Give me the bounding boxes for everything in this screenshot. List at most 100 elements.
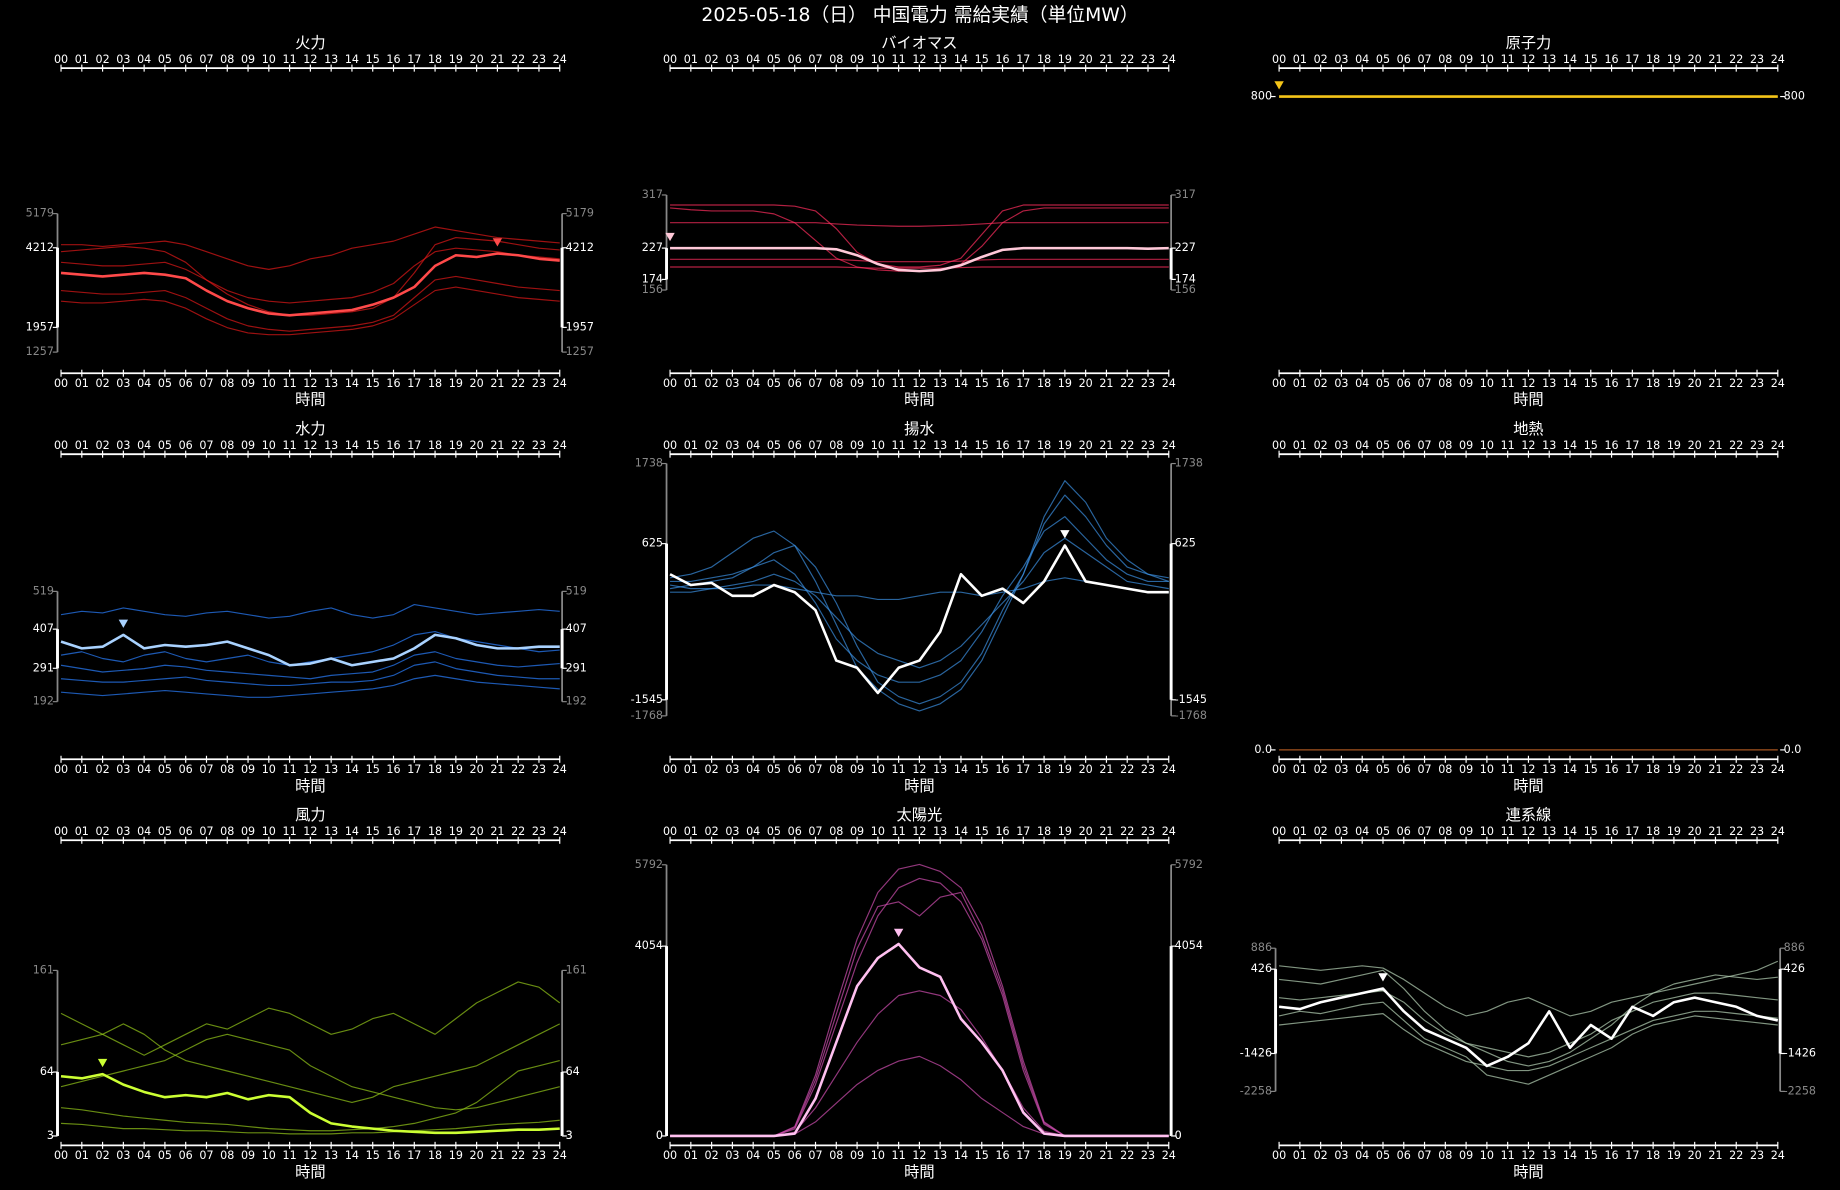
x-tick-label: 06 xyxy=(788,1149,802,1162)
x-tick-label: 09 xyxy=(1459,439,1473,452)
today-line xyxy=(670,246,1169,273)
x-tick-label: 12 xyxy=(303,825,317,838)
y-tick-label: -2258 xyxy=(1784,1084,1816,1097)
y-tick-label: 0 xyxy=(656,1129,663,1142)
history-line xyxy=(60,603,560,619)
x-tick-label: 05 xyxy=(158,763,172,776)
x-tick-label: 01 xyxy=(1293,825,1307,838)
x-tick-label: 03 xyxy=(1334,1149,1348,1162)
max-marker xyxy=(893,928,904,937)
x-tick-label: 20 xyxy=(470,377,484,390)
x-tick-label: 11 xyxy=(283,1149,297,1162)
x-tick-label: 00 xyxy=(663,439,677,452)
history-line xyxy=(60,237,560,316)
x-tick-label: 22 xyxy=(1120,1149,1134,1162)
y-tick-label: 3 xyxy=(566,1129,573,1142)
x-tick-label: 17 xyxy=(407,825,421,838)
x-tick-label: 17 xyxy=(1625,763,1639,776)
x-tick-label: 17 xyxy=(1625,377,1639,390)
x-tick-label: 19 xyxy=(449,825,463,838)
x-tick-label: 13 xyxy=(324,377,338,390)
x-tick-label: 20 xyxy=(470,1149,484,1162)
x-tick-label: 07 xyxy=(1417,763,1431,776)
x-tick-label: 23 xyxy=(1141,439,1155,452)
x-tick-label: 08 xyxy=(829,825,843,838)
x-tick-label: 11 xyxy=(283,763,297,776)
x-tick-label: 10 xyxy=(262,763,276,776)
x-tick-label: 00 xyxy=(1272,763,1286,776)
x-tick-label: 23 xyxy=(1141,825,1155,838)
x-tick-label: 24 xyxy=(553,439,567,452)
x-tick-label: 23 xyxy=(1750,825,1764,838)
y-tick-label: 5179 xyxy=(566,207,594,220)
panel-title: 風力 xyxy=(295,806,326,824)
x-tick-label: 15 xyxy=(975,825,989,838)
history-line xyxy=(1279,1010,1778,1072)
y-tick-label: 192 xyxy=(566,695,587,708)
x-tick-label: 13 xyxy=(1542,763,1556,776)
x-tick-label: 16 xyxy=(1604,1149,1618,1162)
x-tick-label: 02 xyxy=(96,439,110,452)
x-tick-label: 04 xyxy=(1355,377,1369,390)
x-tick-label: 23 xyxy=(1141,377,1155,390)
x-tick-label: 21 xyxy=(1708,53,1722,66)
x-tick-label: 13 xyxy=(1542,377,1556,390)
y-tick-label: 426 xyxy=(1784,962,1805,975)
history-line xyxy=(60,661,560,687)
history-line xyxy=(1279,969,1778,1067)
x-tick-label: 06 xyxy=(1397,1149,1411,1162)
x-tick-label: 17 xyxy=(1016,53,1030,66)
x-tick-label: 00 xyxy=(1272,825,1286,838)
x-tick-label: 24 xyxy=(1162,1149,1176,1162)
y-tick-label: 3 xyxy=(47,1129,54,1142)
x-tick-label: 18 xyxy=(1646,53,1660,66)
x-tick-label: 22 xyxy=(1120,763,1134,776)
x-tick-label: 08 xyxy=(829,763,843,776)
panel-title: 太陽光 xyxy=(897,806,943,824)
y-tick-label: 64 xyxy=(40,1065,54,1078)
today-line xyxy=(669,544,1169,695)
x-axis-label: 時間 xyxy=(1513,777,1544,795)
x-tick-label: 13 xyxy=(1542,1149,1556,1162)
x-tick-label: 10 xyxy=(871,53,885,66)
x-tick-label: 23 xyxy=(532,439,546,452)
x-tick-label: 11 xyxy=(892,439,906,452)
x-tick-label: 11 xyxy=(283,53,297,66)
x-tick-label: 11 xyxy=(892,825,906,838)
x-tick-label: 09 xyxy=(241,1149,255,1162)
x-tick-label: 06 xyxy=(179,1149,193,1162)
x-tick-label: 18 xyxy=(428,377,442,390)
x-tick-label: 08 xyxy=(1438,825,1452,838)
x-tick-label: 13 xyxy=(324,439,338,452)
x-tick-label: 02 xyxy=(1314,53,1328,66)
x-tick-label: 06 xyxy=(1397,53,1411,66)
y-tick-label: -1426 xyxy=(1784,1046,1816,1059)
x-tick-label: 15 xyxy=(975,53,989,66)
history-line xyxy=(670,516,1169,683)
x-tick-label: 13 xyxy=(933,763,947,776)
x-tick-label: 10 xyxy=(262,53,276,66)
x-tick-label: 12 xyxy=(303,1149,317,1162)
x-tick-label: 17 xyxy=(407,1149,421,1162)
x-tick-label: 06 xyxy=(788,439,802,452)
x-tick-label: 13 xyxy=(933,1149,947,1162)
y-tick-label: 317 xyxy=(1175,188,1196,201)
x-tick-label: 21 xyxy=(1099,1149,1113,1162)
x-tick-label: 05 xyxy=(1376,53,1390,66)
x-tick-label: 02 xyxy=(705,439,719,452)
x-tick-label: 09 xyxy=(1459,1149,1473,1162)
x-tick-label: 13 xyxy=(324,1149,338,1162)
x-tick-label: 01 xyxy=(684,53,698,66)
x-tick-label: 08 xyxy=(220,763,234,776)
x-tick-label: 17 xyxy=(407,439,421,452)
x-tick-label: 07 xyxy=(199,439,213,452)
x-tick-label: 07 xyxy=(808,439,822,452)
x-tick-label: 05 xyxy=(1376,439,1390,452)
x-tick-label: 13 xyxy=(1542,825,1556,838)
x-tick-label: 22 xyxy=(511,763,525,776)
y-tick-label: 1738 xyxy=(1175,457,1203,470)
x-tick-label: 12 xyxy=(1521,439,1535,452)
x-tick-label: 18 xyxy=(1037,763,1051,776)
